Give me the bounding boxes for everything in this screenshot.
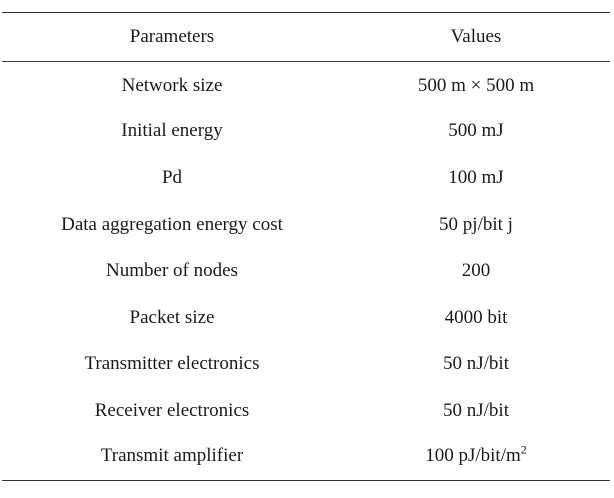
table-row: Network size 500 m × 500 m [2,62,610,109]
value-cell: 500 m × 500 m [417,75,535,97]
value-cell: 50 nJ/bit [443,399,509,421]
table-row: Initial energy 500 mJ [2,108,610,155]
parameter-cell: Transmit amplifier [2,434,342,482]
parameter-cell: Transmitter electronics [84,353,260,375]
header-row: Parameters Values [2,12,610,62]
parameter-cell: Number of nodes [106,260,238,282]
header-parameters: Parameters [2,12,342,62]
parameter-cell: Pd [161,166,183,188]
value-cell: 4000 bit [444,306,508,328]
value-superscript: 2 [520,442,527,457]
table-row: Pd 100 mJ [2,155,610,202]
parameter-cell: Receiver electronics [94,399,250,421]
header-values: Values [342,12,610,62]
table-body: Network size 500 m × 500 m Initial energ… [2,62,610,482]
parameters-table: Parameters Values Network size 500 m × 5… [2,12,610,482]
table-row: Packet size 4000 bit [2,294,610,341]
value-cell: 100 mJ [448,166,504,188]
parameter-cell: Network size [121,75,223,97]
table-header: Parameters Values [2,12,610,62]
value-cell: 50 pj/bit j [439,213,513,235]
table-row: Data aggregation energy cost 50 pj/bit j [2,201,610,248]
parameter-cell: Initial energy [121,120,223,142]
value-cell: 100 pJ/bit/m2 [342,434,610,482]
table-row: Transmitter electronics 50 nJ/bit [2,341,610,388]
table-row: Number of nodes 200 [2,248,610,295]
parameter-cell: Packet size [129,306,215,328]
parameter-cell: Data aggregation energy cost [61,213,283,235]
value-cell: 50 nJ/bit [443,353,509,375]
value-text: 100 pJ/bit/m [425,445,521,467]
table-row: Transmit amplifier 100 pJ/bit/m2 [2,434,610,482]
value-cell: 200 [461,260,491,282]
table-row: Receiver electronics 50 nJ/bit [2,388,610,435]
value-cell: 500 mJ [448,120,504,142]
